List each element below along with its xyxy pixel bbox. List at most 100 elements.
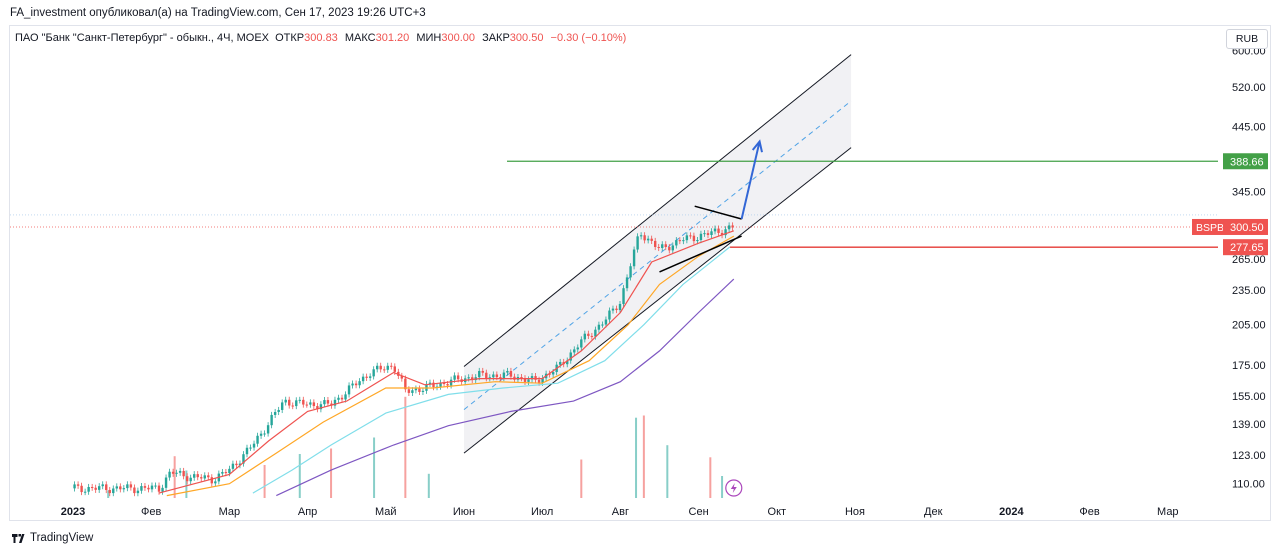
channel-fill bbox=[464, 54, 852, 454]
candle-body bbox=[372, 369, 375, 377]
candle-body bbox=[551, 372, 555, 375]
y-tick-label: 123.00 bbox=[1232, 450, 1266, 462]
candle-body bbox=[703, 233, 706, 235]
open-label: ОТКР bbox=[275, 32, 305, 44]
candle-body bbox=[136, 490, 140, 494]
candle-body bbox=[361, 376, 365, 382]
candle-body bbox=[140, 486, 143, 491]
candle-body bbox=[425, 383, 428, 391]
candle-body bbox=[105, 484, 108, 491]
volume-bar bbox=[635, 417, 638, 498]
candle-body bbox=[439, 382, 442, 387]
candle-body bbox=[509, 370, 513, 377]
forecast-arrow-head bbox=[751, 139, 763, 153]
price-badge-label: 388.66 bbox=[1230, 156, 1264, 168]
publish-caption: FA_investment опубликовал(а) на TradingV… bbox=[10, 7, 426, 19]
candle-body bbox=[295, 400, 298, 407]
moving-average-fast bbox=[158, 230, 734, 494]
y-tick-label: 110.00 bbox=[1232, 479, 1265, 491]
volume-bar bbox=[373, 437, 376, 498]
candle-body bbox=[611, 308, 615, 311]
candle-body bbox=[471, 377, 474, 381]
candle-body bbox=[713, 228, 717, 232]
high-value: 301.20 bbox=[375, 32, 410, 44]
candle-body bbox=[428, 382, 432, 384]
candle-body bbox=[168, 471, 171, 478]
candle-body bbox=[178, 470, 182, 473]
candle-body bbox=[203, 475, 206, 479]
candle-body bbox=[566, 360, 569, 365]
triangle-upper-line bbox=[694, 205, 742, 220]
candle-body bbox=[368, 376, 372, 378]
candle-body bbox=[375, 365, 379, 370]
candle-body bbox=[594, 329, 597, 337]
candle-body bbox=[449, 379, 453, 386]
y-tick-label: 520.00 bbox=[1232, 82, 1266, 94]
x-tick-label: 2023 bbox=[61, 506, 85, 518]
candle-body bbox=[411, 390, 414, 393]
candle-body bbox=[379, 365, 382, 370]
candle-body bbox=[164, 477, 168, 488]
channel-lower-line bbox=[463, 147, 852, 454]
volume-bar bbox=[709, 457, 712, 498]
candle-body bbox=[558, 361, 562, 365]
volume-bar bbox=[404, 396, 407, 498]
candle-body bbox=[453, 375, 456, 380]
candle-body bbox=[432, 382, 435, 388]
price-badge-resistance bbox=[1223, 153, 1268, 170]
candle-body bbox=[238, 463, 242, 466]
tradingview-brand[interactable]: TradingView bbox=[12, 532, 93, 544]
candle-body bbox=[347, 385, 351, 395]
candle-body bbox=[421, 390, 425, 392]
candle-body bbox=[94, 487, 97, 490]
candle-body bbox=[731, 225, 734, 228]
candle-body bbox=[699, 233, 703, 240]
candle-body bbox=[682, 240, 685, 242]
candle-body bbox=[478, 370, 481, 378]
candle-body bbox=[214, 481, 217, 484]
candle-body bbox=[326, 400, 330, 404]
low-label: МИН bbox=[416, 32, 442, 44]
candle-body bbox=[210, 477, 214, 484]
candle-body bbox=[527, 379, 530, 382]
candle-body bbox=[309, 402, 312, 405]
candle-body bbox=[622, 288, 625, 304]
candle-body bbox=[414, 388, 418, 391]
candle-body bbox=[87, 486, 90, 492]
candle-body bbox=[685, 235, 689, 241]
open-value: 300.83 bbox=[304, 32, 338, 44]
candle-body bbox=[171, 471, 175, 474]
candle-body bbox=[365, 376, 368, 378]
x-tick-label: Сен bbox=[689, 506, 709, 518]
y-tick-label: 175.00 bbox=[1232, 360, 1266, 372]
channel-mid-line bbox=[463, 100, 852, 410]
candle-body bbox=[333, 399, 337, 406]
candle-body bbox=[580, 339, 583, 348]
candle-body bbox=[147, 487, 150, 490]
price-badge-label: 277.65 bbox=[1230, 242, 1264, 254]
candle-body bbox=[495, 374, 499, 378]
symbol-name[interactable]: ПАО "Банк "Санкт-Петербург" - обыкн., 4Ч… bbox=[15, 32, 269, 44]
volume-bar bbox=[330, 448, 333, 498]
candle-body bbox=[407, 389, 411, 393]
ticker-badge bbox=[1192, 218, 1223, 235]
price-badge-label: 300.50 bbox=[1230, 222, 1264, 234]
volume-bar bbox=[173, 456, 176, 498]
candle-body bbox=[418, 388, 421, 392]
candle-body bbox=[601, 324, 604, 326]
x-tick-label: Авг bbox=[612, 506, 629, 518]
candle-body bbox=[354, 383, 358, 386]
candle-body bbox=[76, 484, 80, 486]
candle-body bbox=[298, 399, 301, 401]
currency-button[interactable]: RUB bbox=[1226, 29, 1268, 49]
candle-body bbox=[523, 378, 527, 382]
candle-body bbox=[456, 375, 460, 380]
candle-body bbox=[157, 485, 161, 492]
candle-body bbox=[150, 485, 154, 490]
candle-body bbox=[534, 376, 537, 380]
candle-body bbox=[632, 249, 636, 267]
candle-body bbox=[502, 372, 506, 379]
candle-body bbox=[277, 409, 280, 412]
candle-body bbox=[256, 435, 259, 444]
